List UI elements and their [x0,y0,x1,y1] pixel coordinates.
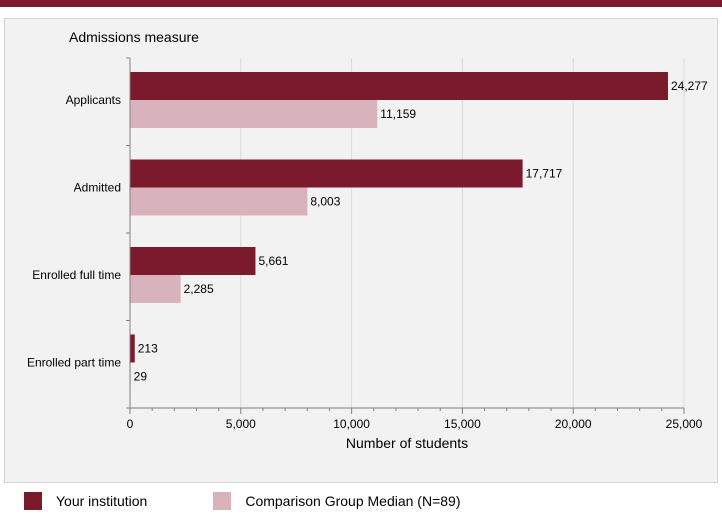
legend-swatch-institution [24,492,42,510]
x-tick-label: 25,000 [666,417,703,431]
bar [130,187,308,216]
bar [130,247,256,275]
data-label: 2,285 [184,282,214,296]
bar [130,334,135,363]
category-label: Admitted [74,181,121,195]
x-tick-label: 0 [127,417,134,431]
data-label: 5,661 [258,254,288,268]
category-label: Enrolled full time [32,268,121,282]
top-accent-bar [0,0,722,7]
bar [130,275,181,303]
data-label: 213 [138,342,158,356]
legend-item-comparison: Comparison Group Median (N=89) [213,492,460,510]
x-tick-label: 15,000 [444,417,481,431]
bar [130,159,523,188]
legend-swatch-comparison [213,492,232,510]
x-tick-label: 20,000 [555,417,592,431]
category-label: Applicants [66,93,121,107]
legend-label-comparison: Comparison Group Median (N=89) [245,493,461,509]
bar [130,72,668,100]
x-tick-label: 10,000 [333,417,370,431]
data-label: 29 [134,370,148,384]
bar [130,100,378,128]
data-label: 17,717 [526,167,563,181]
admissions-bar-chart: Admissions measure Applicants 24,277 11,159… [27,29,708,451]
chart-legend: Your institution Comparison Group Median… [4,486,718,516]
legend-label-institution: Your institution [56,493,148,509]
x-tick-label: 5,000 [226,417,256,431]
data-label: 11,159 [380,107,416,121]
category-label: Enrolled part time [27,356,121,370]
x-axis-label: Number of students [346,435,468,451]
chart-title: Admissions measure [69,29,199,45]
data-label: 8,003 [310,195,340,209]
data-label: 24,277 [671,79,708,93]
legend-item-institution: Your institution [24,492,147,510]
